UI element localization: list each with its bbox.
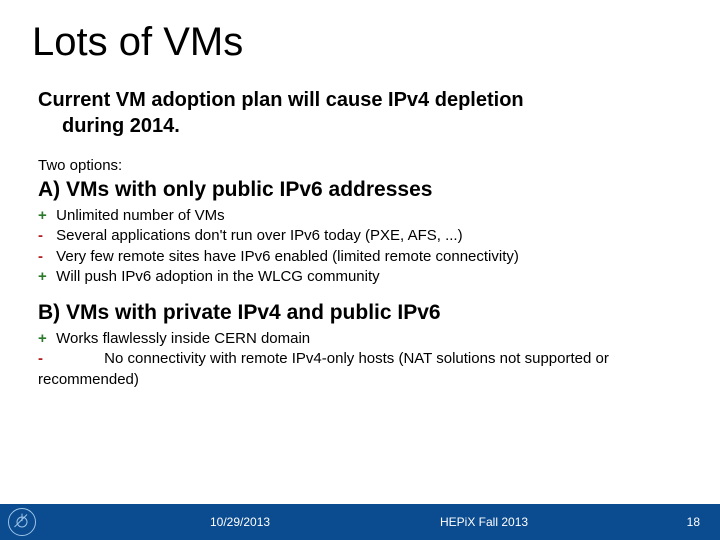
slide-content: Lots of VMs Current VM adoption plan wil… [0,0,720,504]
minus-icon: - [38,226,52,246]
list-item: - Several applications don't run over IP… [38,226,688,246]
slide-title: Lots of VMs [32,20,688,65]
footer-event: HEPiX Fall 2013 [440,515,528,529]
subtitle-line-1: Current VM adoption plan will cause IPv4… [38,89,524,111]
item-text: Works flawlessly inside CERN domain [56,330,310,347]
list-item: - Very few remote sites have IPv6 enable… [38,247,688,267]
plus-icon: + [38,206,52,226]
list-item: + Will push IPv6 adoption in the WLCG co… [38,267,688,287]
subtitle-line-2: during 2014. [62,113,688,139]
cern-logo-icon [8,508,36,536]
minus-icon: - [38,349,52,369]
slide: Lots of VMs Current VM adoption plan wil… [0,0,720,540]
slide-subtitle: Current VM adoption plan will cause IPv4… [38,87,688,139]
minus-icon: - [38,247,52,267]
item-text: Very few remote sites have IPv6 enabled … [56,248,519,265]
item-text: Several applications don't run over IPv6… [56,227,462,244]
item-text: Will push IPv6 adoption in the WLCG comm… [56,268,379,285]
list-item: - No connectivity with remote IPv4-only … [38,349,688,390]
list-item: + Works flawlessly inside CERN domain [38,329,688,349]
plus-icon: + [38,267,52,287]
option-b-heading: B) VMs with private IPv4 and public IPv6 [38,301,688,325]
item-text: No connectivity with remote IPv4-only ho… [38,350,609,387]
footer-page-number: 18 [687,515,700,529]
option-b-list: + Works flawlessly inside CERN domain - … [38,329,688,390]
slide-footer: 10/29/2013 HEPiX Fall 2013 18 [0,504,720,540]
list-item: + Unlimited number of VMs [38,206,688,226]
item-text: Unlimited number of VMs [56,207,224,224]
two-options-label: Two options: [38,157,688,174]
plus-icon: + [38,329,52,349]
option-a-list: + Unlimited number of VMs - Several appl… [38,206,688,287]
option-a-heading: A) VMs with only public IPv6 addresses [38,178,688,202]
footer-date: 10/29/2013 [210,515,270,529]
